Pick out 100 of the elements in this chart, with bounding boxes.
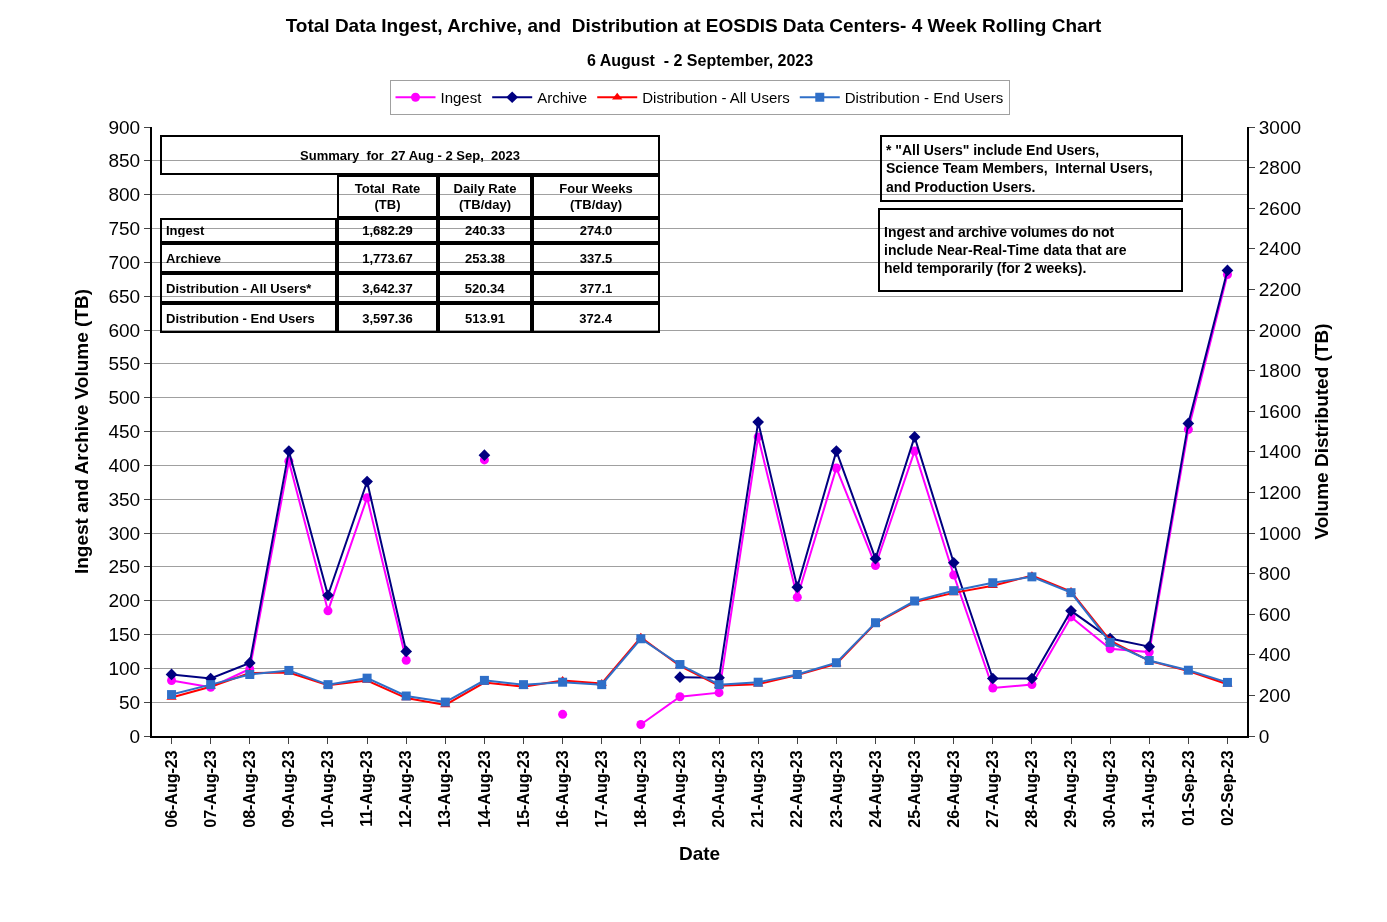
y-tick-label: 800 [108,184,141,206]
point [1143,640,1156,653]
y2-tick-label: 2600 [1258,197,1302,219]
point [791,581,804,593]
y-tick-label: 50 [119,691,141,713]
x-tick-label: 29-Aug-23 [1062,750,1080,828]
point [1221,264,1234,277]
legend-label: Ingest [440,89,483,107]
x-tick-label: 27-Aug-23 [984,750,1001,828]
point [908,431,921,443]
y-tick-label: 350 [108,488,141,510]
annotation: Four Weeks (TB/day) [559,180,633,213]
y-tick-label: 500 [108,387,141,409]
point [675,692,685,702]
y2-tick-label: 1800 [1258,360,1302,382]
y-tick-label: 850 [108,150,141,172]
legend-label: Distribution - End Users [844,89,1004,107]
annotation: 1,773.67 [362,250,413,266]
annotation: Ingest [166,223,205,238]
point [1027,572,1037,582]
x-tick-label: 15-Aug-23 [514,750,532,828]
point [597,680,607,690]
point [752,416,765,428]
point [323,606,333,616]
x-tick-label: 30-Aug-23 [1101,750,1119,828]
point [243,657,256,669]
annotation: Ingest and archive volumes do not include Near-Real-Time data that are held temporarily (for 2 weeks). [884,223,1127,277]
y2-tick-label: 400 [1258,644,1291,666]
point [830,445,843,457]
x-axis-title: Date [678,843,721,865]
y-tick-label: 100 [108,657,141,679]
x-tick-label: 11-Aug-23 [358,750,376,827]
y-tick-label: 200 [108,590,141,612]
annotation: 3,642.37 [362,280,413,296]
chart-subtitle: 6 August - 2 September, 2023 [587,52,814,69]
point [400,645,413,658]
annotation: 274.0 [579,223,613,238]
x-tick-label: 28-Aug-23 [1023,750,1041,828]
point [165,668,178,681]
point [792,592,802,602]
annotation: Archieve [166,250,221,266]
annotation: 337.5 [579,250,613,266]
x-tick-label: 26-Aug-23 [944,750,962,828]
x-tick-label: 06-Aug-23 [162,750,180,828]
point [831,463,841,473]
point [986,672,999,685]
annotation: Summary for 27 Aug - 2 Sep, 2023 [300,147,520,163]
point [636,720,646,729]
annotation: 372.4 [579,310,613,326]
point [361,475,373,488]
y-tick-label: 0 [129,725,141,747]
y-tick-label: 550 [108,353,141,375]
y-tick-label: 900 [108,116,141,138]
y-axis-title: Ingest and Archive Volume (TB) [70,288,92,575]
point [636,634,646,644]
annotation: 240.33 [465,223,505,238]
x-tick-label: 07-Aug-23 [201,750,219,828]
x-tick-label: 16-Aug-23 [553,750,571,828]
x-tick-label: 24-Aug-23 [866,750,884,828]
y2-tick-label: 1400 [1258,441,1302,463]
x-tick-label: 18-Aug-23 [632,750,650,828]
legend-label: Archive [537,89,588,107]
y2-tick-label: 3000 [1258,116,1302,138]
annotation: 3,597.36 [362,310,413,326]
y-tick-label: 750 [108,218,141,240]
x-tick-label: 12-Aug-23 [397,750,415,828]
point [1105,637,1115,647]
x-tick-label: 22-Aug-23 [788,750,806,828]
annotation: 520.34 [464,280,506,296]
x-tick-label: 10-Aug-23 [319,750,337,828]
x-tick-label: 19-Aug-23 [671,750,689,828]
point [478,449,491,462]
x-tick-label: 17-Aug-23 [592,750,610,828]
y-tick-label: 250 [108,556,141,578]
y2-tick-label: 0 [1258,725,1270,747]
x-tick-label: 08-Aug-23 [240,750,258,828]
y2-tick-label: 600 [1258,603,1291,625]
point [947,556,960,569]
x-tick-label: 31-Aug-23 [1140,750,1158,828]
annotation: * "All Users" include End Users, Science Team Members, Internal Users, and Production Users. [886,142,1153,195]
annotation: Distribution - End Users [166,310,315,326]
y2-tick-label: 2400 [1258,238,1302,260]
y2-tick-label: 2000 [1258,319,1302,341]
y2-tick-label: 800 [1258,563,1291,585]
y-tick-label: 700 [108,251,141,273]
x-tick-label: 09-Aug-23 [280,750,298,828]
y-tick-label: 400 [108,454,141,476]
point [401,655,411,665]
y-tick-label: 150 [108,624,141,646]
annotation: 253.38 [465,250,505,266]
y-tick-label: 650 [108,285,141,307]
legend-label: Distribution - All Users [642,89,790,107]
annotation: 1,682.29 [362,223,413,238]
x-tick-label: 25-Aug-23 [905,750,923,828]
point [1065,604,1077,617]
annotation: Distribution - All Users* [166,280,313,296]
y2-tick-label: 1200 [1258,482,1302,504]
y-tick-label: 300 [108,522,141,544]
x-tick-label: 23-Aug-23 [827,750,845,828]
y2-tick-label: 1000 [1258,522,1302,544]
